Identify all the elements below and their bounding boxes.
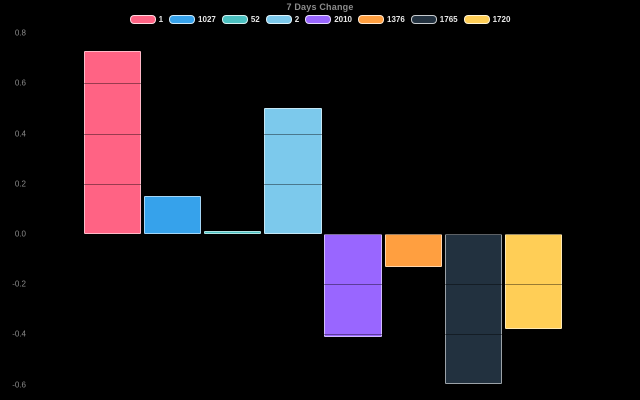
bar[interactable] <box>203 231 262 234</box>
y-axis-tick-label: -0.4 <box>12 329 26 339</box>
gridline <box>30 284 636 286</box>
legend-swatch <box>358 15 384 24</box>
gridline <box>30 334 636 336</box>
legend-swatch <box>169 15 196 24</box>
legend-item[interactable]: 2 <box>265 15 300 24</box>
legend-swatch <box>265 15 292 24</box>
gridline <box>30 384 636 386</box>
chart-title: 7 Days Change <box>286 2 354 12</box>
legend-label: 1 <box>158 15 164 24</box>
legend-swatch <box>221 15 248 24</box>
y-axis-tick-label: -0.6 <box>12 380 26 389</box>
gridline <box>30 183 636 185</box>
legend-item[interactable]: 1 <box>129 15 164 24</box>
legend-label: 1765 <box>439 15 458 24</box>
bar[interactable] <box>444 233 503 385</box>
legend-item[interactable]: 1765 <box>410 15 458 24</box>
legend-label: 1027 <box>198 15 216 24</box>
y-axis-tick-label: 0.6 <box>14 78 26 88</box>
legend-item[interactable]: 1720 <box>463 15 511 24</box>
legend-swatch <box>305 15 332 24</box>
bar[interactable] <box>83 50 141 234</box>
legend-item[interactable]: 52 <box>221 15 260 24</box>
bar[interactable] <box>384 233 442 267</box>
legend-swatch <box>410 15 437 24</box>
bar[interactable] <box>143 196 202 234</box>
y-axis-tick-label: 0.2 <box>14 179 26 189</box>
bar[interactable] <box>324 233 382 337</box>
gridline <box>30 133 636 135</box>
y-axis-tick-label: 0.8 <box>14 28 26 38</box>
gridline <box>30 83 636 85</box>
legend-label: 1720 <box>492 15 511 24</box>
legend-swatch <box>463 15 490 24</box>
gridline <box>30 233 636 235</box>
legend-label: 2 <box>294 15 300 24</box>
y-axis-tick-label: 0.4 <box>14 129 26 138</box>
bar[interactable] <box>264 108 322 234</box>
legend: 1 1027 52 2 2010 1376 1765 1720 <box>0 15 640 24</box>
legend-label: 52 <box>250 15 260 24</box>
legend-label: 1376 <box>387 15 405 24</box>
legend-item[interactable]: 1376 <box>358 15 405 24</box>
legend-label: 2010 <box>334 15 352 24</box>
bar[interactable] <box>504 233 563 330</box>
y-axis-tick-label: 0.0 <box>14 229 26 239</box>
y-axis-tick-label: -0.2 <box>12 279 26 289</box>
legend-swatch <box>129 15 156 24</box>
legend-item[interactable]: 1027 <box>169 15 216 24</box>
gridline <box>30 33 636 35</box>
legend-item[interactable]: 2010 <box>305 15 352 24</box>
